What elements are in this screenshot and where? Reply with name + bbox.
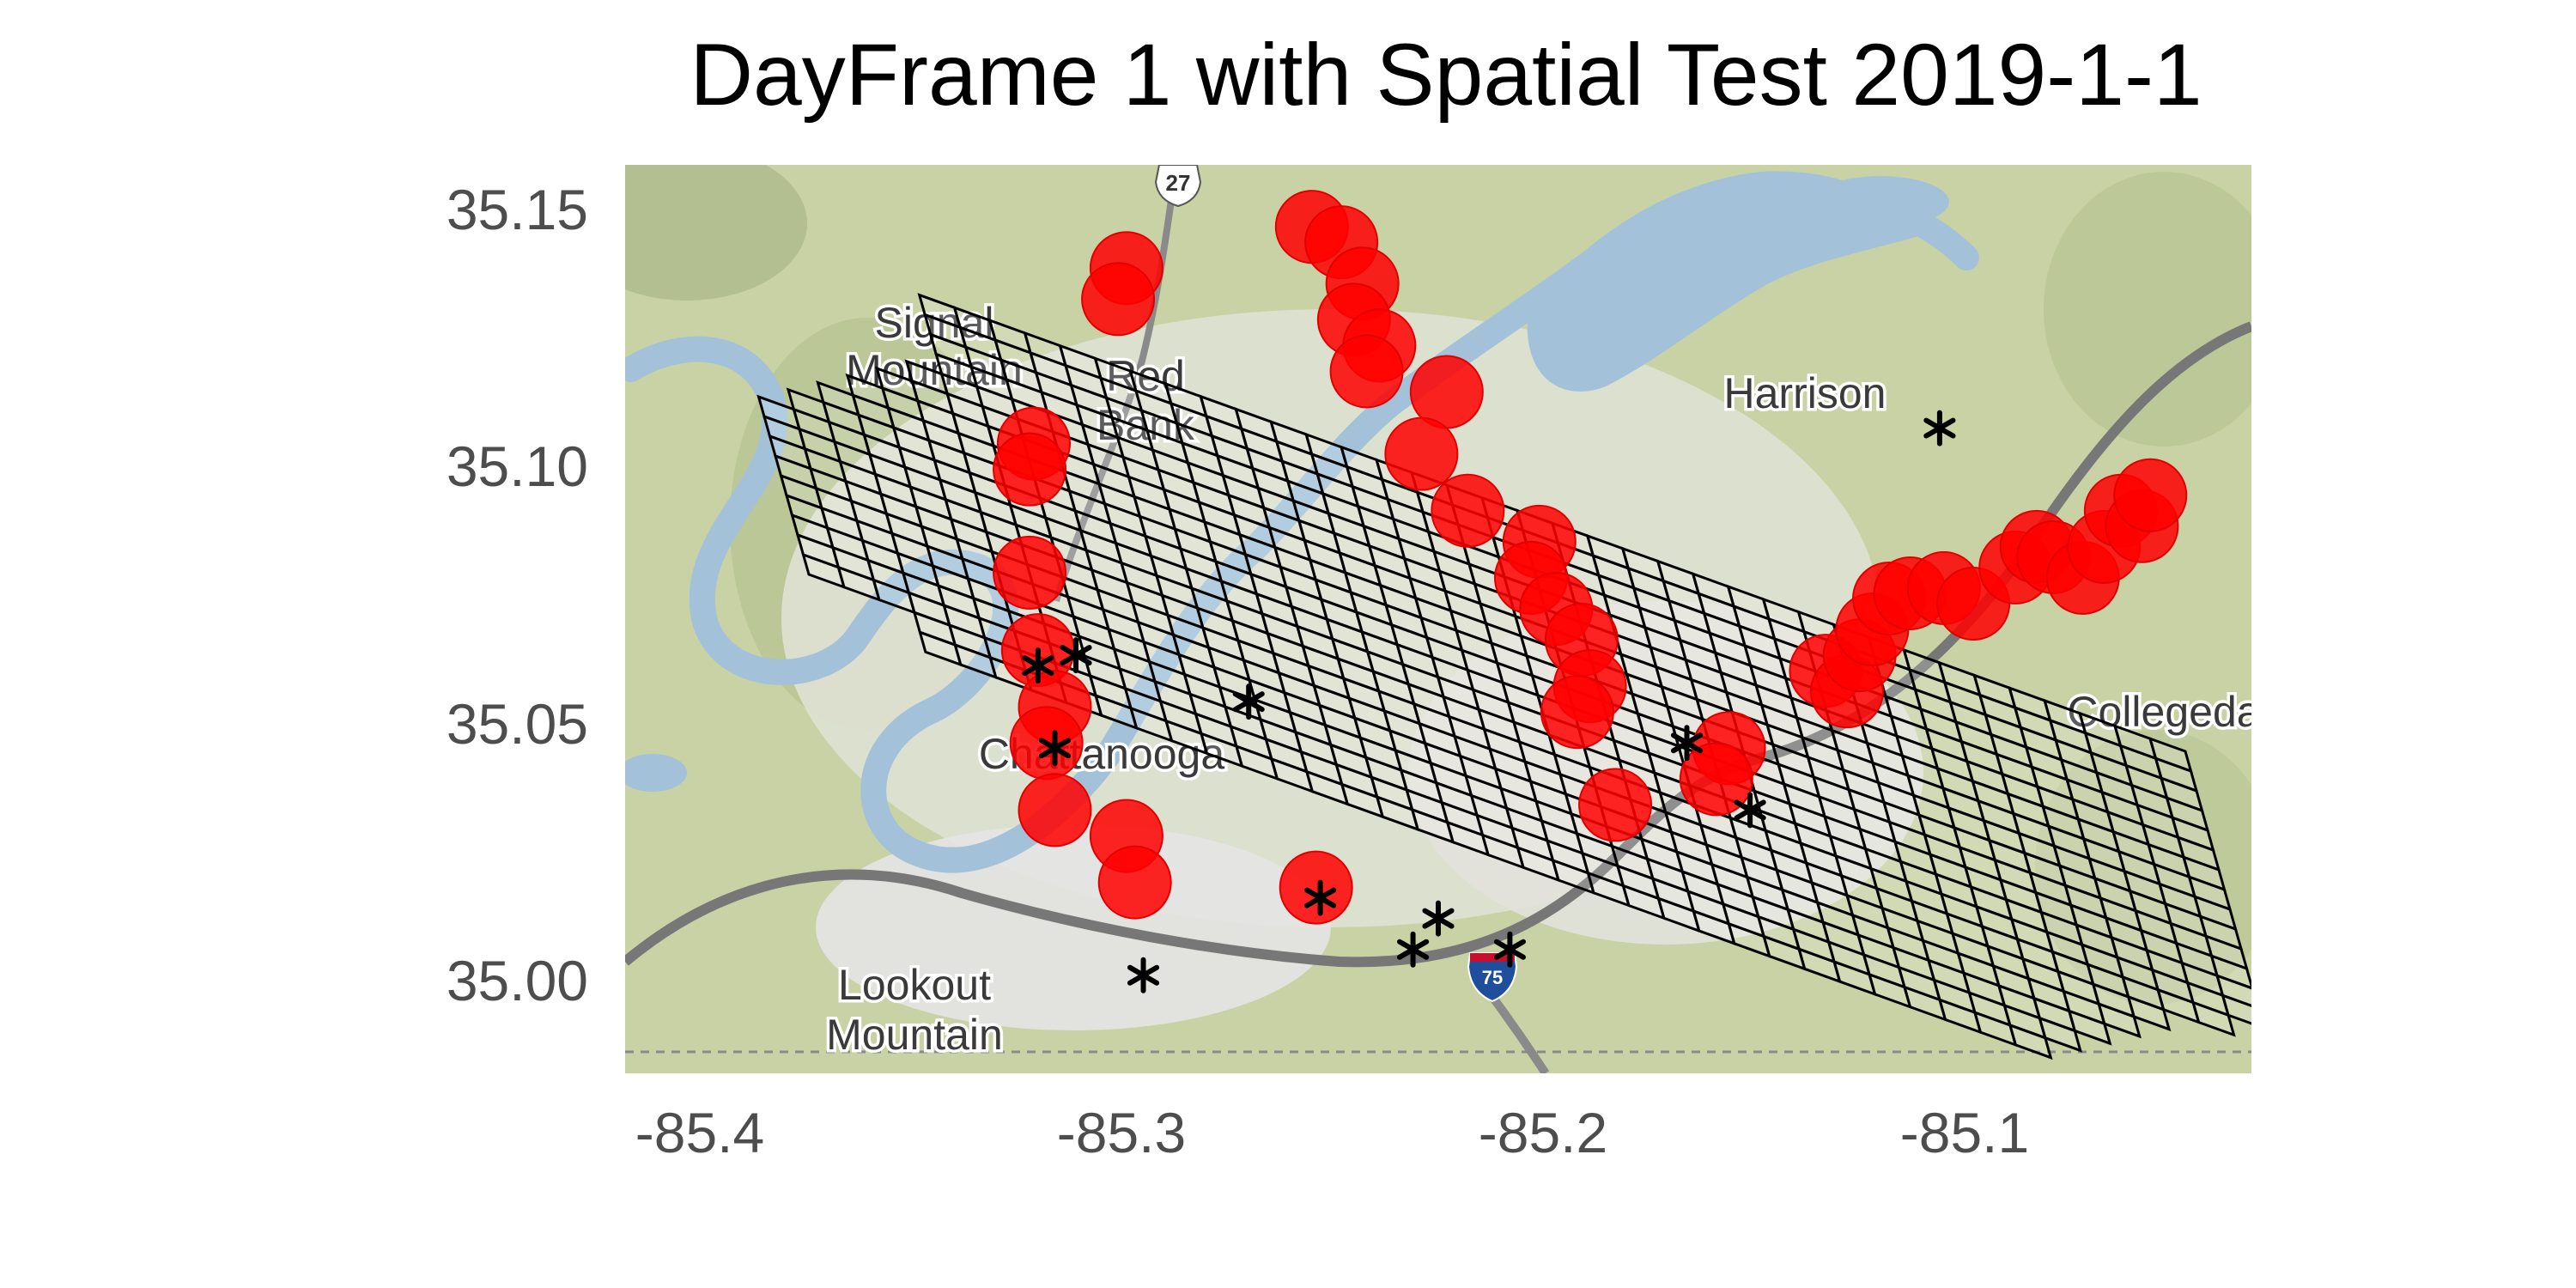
x-axis: -85.4 -85.3 -85.2 -85.1: [635, 1101, 2029, 1164]
ridge-shading: [625, 165, 807, 301]
urban-area: [816, 824, 1331, 1030]
svg-text:27: 27: [1166, 170, 1191, 196]
x-tick-label: -85.1: [1900, 1101, 2029, 1164]
grid-cell: [2190, 1000, 2236, 1037]
hotspot-point: [1097, 845, 1172, 920]
lake: [625, 754, 687, 792]
incident-marker: [1127, 957, 1160, 993]
y-tick-label: 35.00: [447, 949, 588, 1012]
incident-marker: [1038, 730, 1072, 767]
x-tick-label: -85.2: [1479, 1101, 1607, 1164]
grid-cell: [2209, 953, 2251, 990]
incident-marker: [1060, 637, 1092, 674]
hotspot-point: [1384, 416, 1459, 491]
y-tick-label: 35.10: [447, 434, 588, 498]
grid-cell: [2221, 993, 2251, 1025]
interstate-shield-icon: 75: [1467, 952, 1518, 1003]
map-label-harrison: Harrison: [1724, 369, 1886, 417]
incident-marker: [1422, 900, 1455, 937]
incident-marker: [1396, 931, 1430, 968]
hotspot-point: [1081, 262, 1156, 337]
ridge-shading: [2044, 172, 2251, 447]
lake: [1812, 176, 1949, 228]
x-tick-label: -85.3: [1057, 1101, 1186, 1164]
hotspot-point: [2113, 458, 2188, 532]
incident-marker: [1670, 725, 1704, 762]
grid-cell: [2038, 1016, 2083, 1053]
y-tick-label: 35.15: [447, 178, 588, 241]
hotspot-point: [993, 432, 1067, 507]
grid-cell: [2097, 1001, 2142, 1039]
map-label-collegedale: Collegeda: [2067, 688, 2260, 736]
hotspot-point: [1679, 742, 1753, 817]
x-tick-label: -85.4: [635, 1101, 764, 1164]
grid-cell: [2067, 1009, 2112, 1046]
map-label-lookout-mountain: Lookout Mountain: [826, 961, 1003, 1059]
svg-text:75: 75: [1482, 967, 1503, 988]
y-axis: 35.15 35.10 35.05 35.00: [447, 178, 588, 1012]
hotspot-point: [1431, 473, 1505, 548]
incident-marker: [1493, 931, 1527, 968]
chart-title: DayFrame 1 with Spatial Test 2019-1-1: [690, 26, 2202, 124]
spatial-grid: [756, 293, 2251, 1060]
incident-markers: [1022, 410, 1956, 993]
place-labels: SignalMountain RedRed Harrison Chattanoo…: [823, 296, 2260, 1062]
incident-marker: [1022, 647, 1054, 684]
incident-marker: [1734, 792, 1766, 829]
hotspot-points: [993, 190, 2188, 925]
grid-cell: [2008, 1023, 2053, 1060]
y-tick-label: 35.05: [447, 692, 588, 756]
incident-marker: [1304, 879, 1337, 916]
us-highway-shield-icon: 27: [1154, 165, 1202, 208]
hotspot-point: [993, 535, 1067, 610]
hotspot-point: [1329, 334, 1404, 409]
incident-marker: [1232, 683, 1265, 720]
hotspot-point: [1279, 850, 1353, 925]
grid-cell: [2126, 994, 2172, 1032]
hotspot-point: [1540, 675, 1614, 750]
lake: [1527, 171, 1932, 392]
incident-marker: [1923, 410, 1956, 447]
grid-cell: [2215, 973, 2251, 1007]
hotspot-point: [1578, 768, 1653, 842]
map-panel: 27 75 SignalMountain RedRed Harrison Cha…: [625, 165, 2260, 1073]
hotspot-point: [1018, 773, 1092, 848]
